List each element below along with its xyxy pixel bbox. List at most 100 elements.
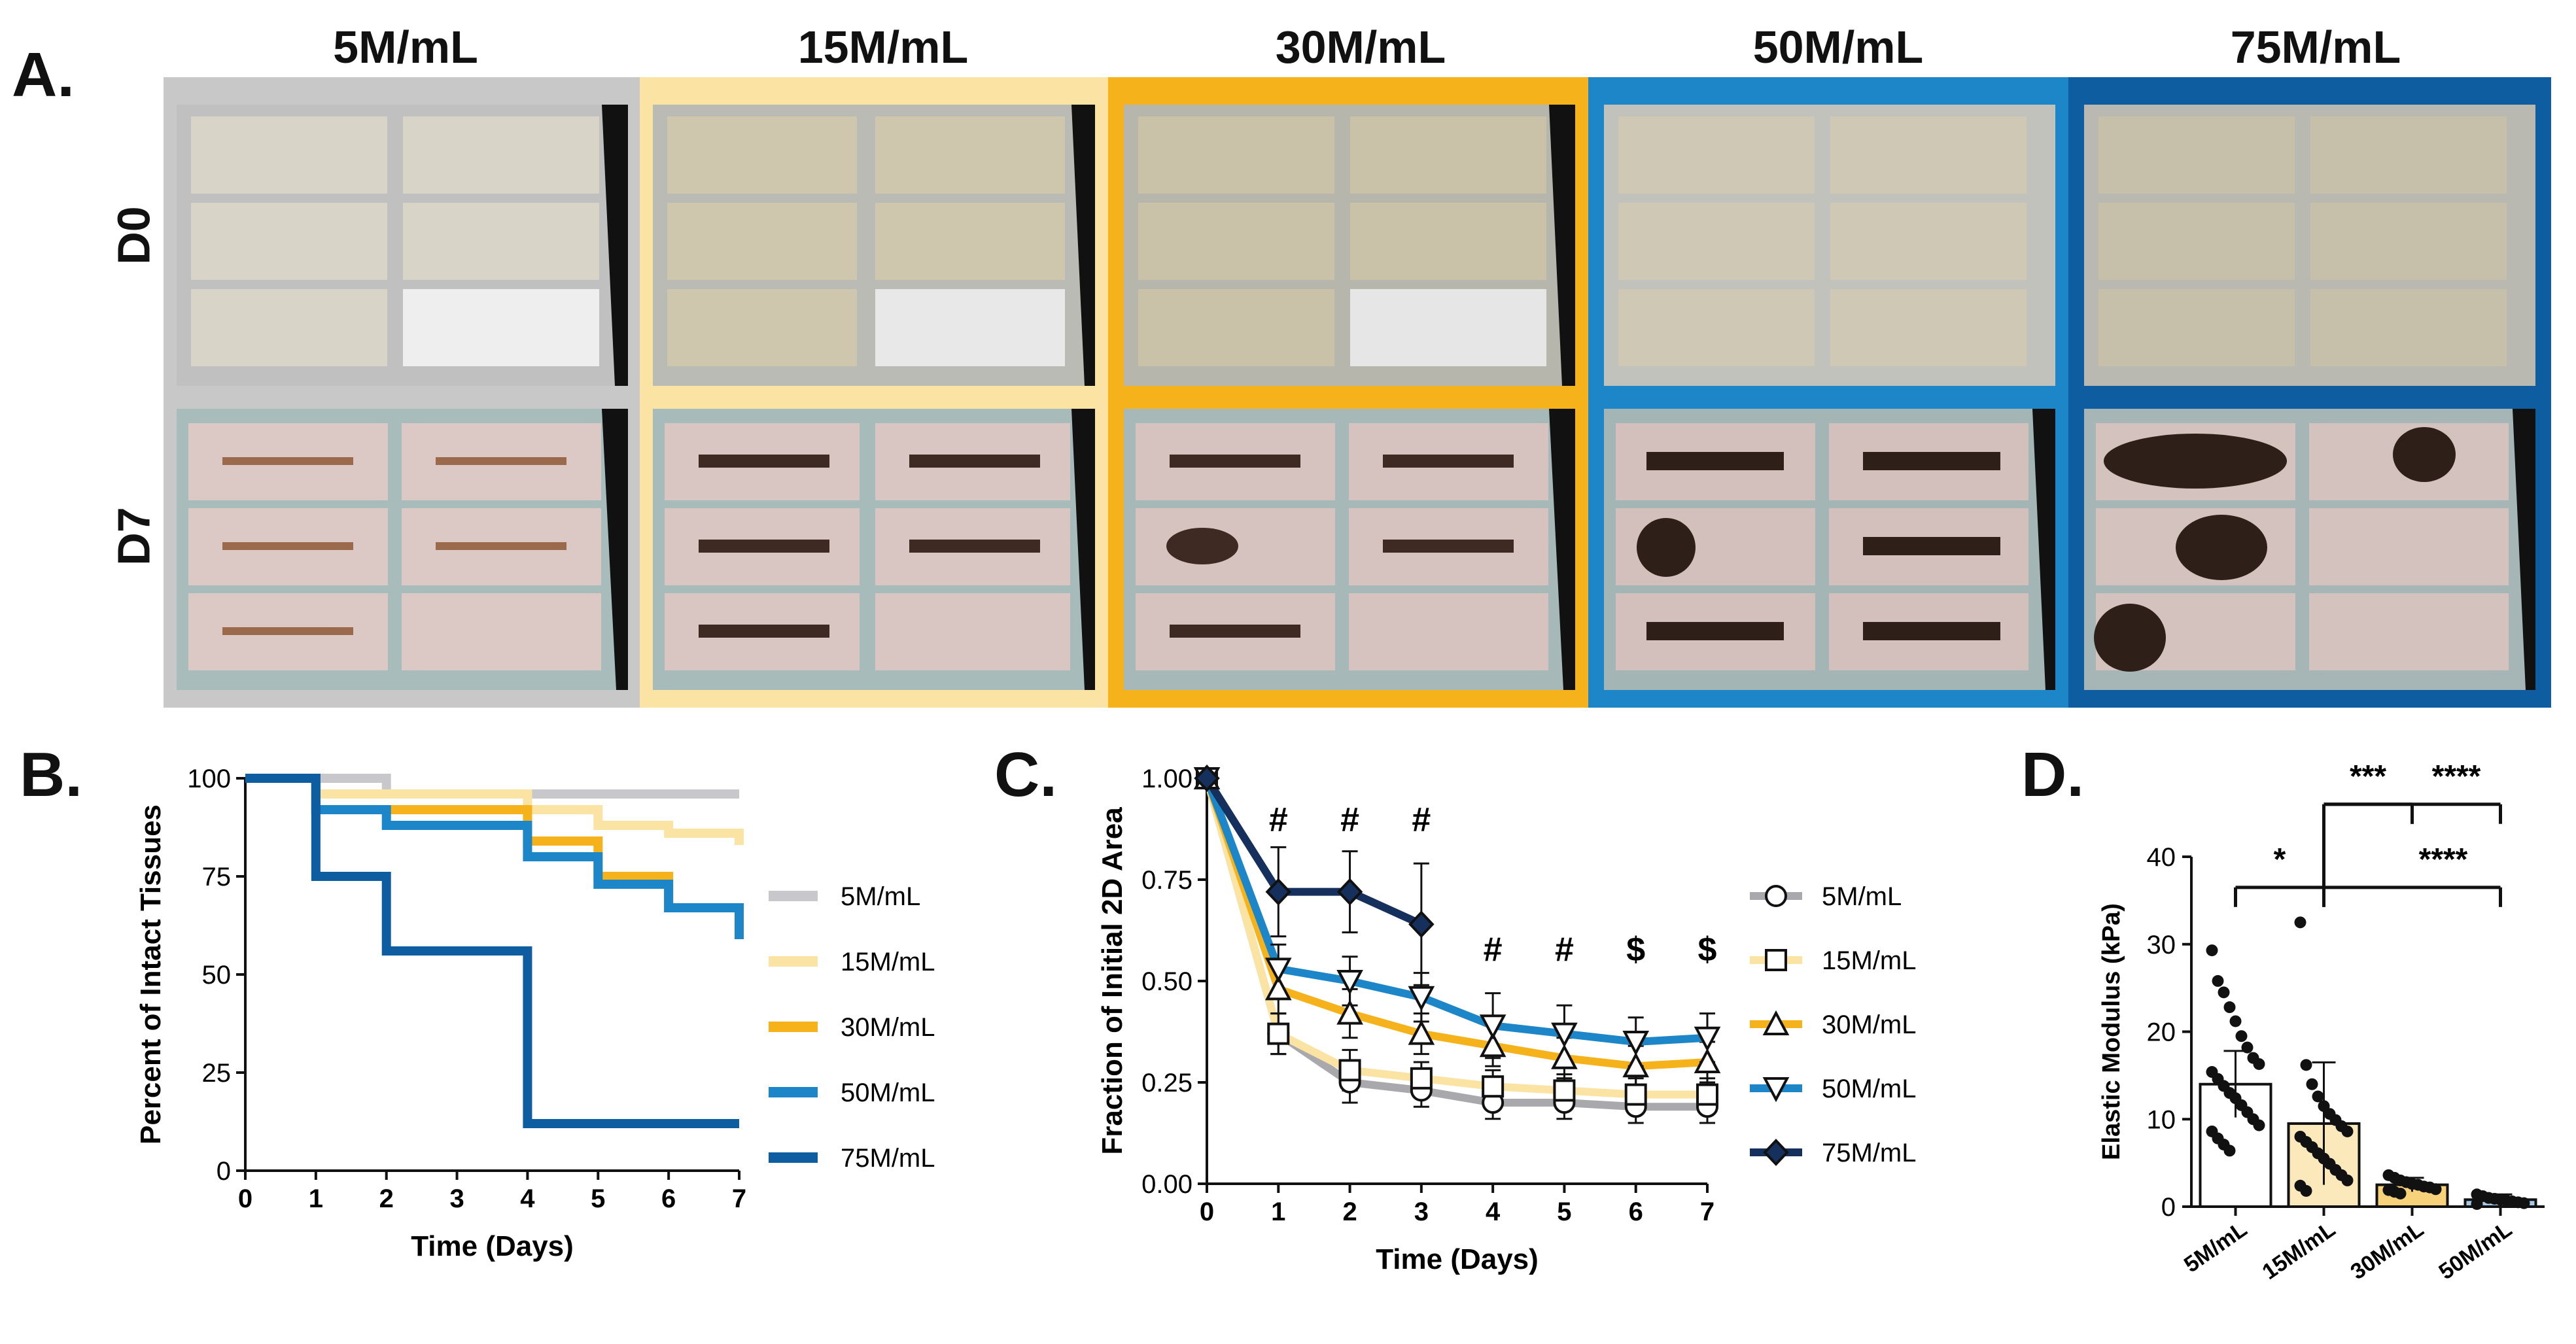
chart-c-y-tick-label: 1.00 xyxy=(1141,765,1192,793)
chart-b-x-tick-label: 0 xyxy=(238,1184,252,1213)
chart-d-data-point xyxy=(2294,916,2306,929)
chart-b-y-tick-label: 0 xyxy=(217,1157,231,1186)
chart-d-data-point xyxy=(2206,944,2218,957)
panel-b-label: B. xyxy=(20,740,82,810)
chart-c-point xyxy=(1479,1031,1506,1058)
chart-c-x-tick-label: 6 xyxy=(1629,1198,1643,1226)
row-label-d0: D0 xyxy=(108,206,160,265)
chart-c-point xyxy=(1694,1048,1721,1073)
chart-c-annotation: $ xyxy=(1698,931,1717,969)
chart-d-data-point xyxy=(2212,974,2224,987)
chart-c-point xyxy=(1336,878,1363,906)
photo-d0-5m xyxy=(177,105,628,386)
chart-b-y-tick-label: 25 xyxy=(202,1059,232,1088)
chart-c-annotation: # xyxy=(1555,931,1574,969)
chart-c-point xyxy=(1265,878,1292,906)
chart-c-point xyxy=(1624,1083,1647,1106)
chart-c-legend-label: 5M/mL xyxy=(1822,882,1902,911)
chart-b-x-tick-label: 3 xyxy=(449,1184,464,1213)
chart-d-data-point xyxy=(2253,1058,2265,1070)
photo-d7-30m xyxy=(1124,409,1575,690)
chart-b-x-tick-label: 7 xyxy=(732,1184,746,1213)
chart-d-data-point xyxy=(2223,1001,2236,1014)
chart-d-data-point xyxy=(2223,1145,2236,1157)
chart-d-y-tick-label: 10 xyxy=(2147,1105,2176,1134)
chart-d-x-tick-label: 50M/mL xyxy=(2435,1216,2516,1284)
chart-b-x-tick-label: 2 xyxy=(379,1184,394,1213)
chart-c-point xyxy=(1336,999,1363,1025)
chart-c-point xyxy=(1622,1031,1650,1056)
chart-c-y-tick-label: 0.50 xyxy=(1141,967,1192,996)
chart-d-data-point xyxy=(2235,1030,2248,1042)
chart-c-legend-marker xyxy=(1765,885,1787,907)
chart-d-sig-label: *** xyxy=(2350,759,2386,794)
chart-c-point xyxy=(1479,1014,1506,1040)
panel-a-label: A. xyxy=(12,40,75,110)
chart-c-series-line-3 xyxy=(1203,776,1708,1046)
chart-c-annotation: # xyxy=(1484,931,1503,969)
chart-c-x-tick-label: 5 xyxy=(1557,1198,1571,1226)
chart-d-data-point xyxy=(2394,1187,2407,1199)
chart-d-modulus: 0 10 20 30 40 Elastic Modulus (kPa) 5M/mL 15M/m… xyxy=(2098,759,2545,1284)
chart-b-y-axis-label: Percent of Intact Tissues xyxy=(135,804,167,1145)
chart-b-survival: 0 25 50 75 100 0 1 2 3 4 5 6 7 Time (Days) Percent of … xyxy=(135,765,935,1262)
photo-d7-50m xyxy=(1604,409,2055,690)
chart-c-point xyxy=(1622,1052,1650,1078)
chart-d-data-point xyxy=(2306,1078,2318,1090)
chart-c-legend-marker xyxy=(1762,1077,1790,1103)
chart-d-y-tick-label: 30 xyxy=(2147,931,2176,959)
column-title-50m: 50M/mL xyxy=(1752,22,1924,73)
chart-c-annotation: # xyxy=(1269,801,1288,839)
chart-d-data-point xyxy=(2518,1197,2530,1209)
chart-d-data-point xyxy=(2341,1174,2354,1186)
chart-d-y-axis-label: Elastic Modulus (kPa) xyxy=(2098,903,2125,1160)
chart-d-y-tick-label: 20 xyxy=(2147,1018,2176,1047)
chart-b-series-line-4 xyxy=(245,774,739,1128)
photo-d7-15m xyxy=(653,409,1095,690)
chart-c-point xyxy=(1408,1020,1435,1045)
chart-d-sig-label: * xyxy=(2274,842,2286,877)
chart-c-y-axis-label: Fraction of Initial 2D Area xyxy=(1096,807,1128,1155)
chart-c-area: 0.00 0.25 0.50 0.75 1.00 0 1 2 3 4 5 6 7 Time (Days) F… xyxy=(1096,764,1917,1275)
chart-c-point xyxy=(1338,1059,1361,1082)
chart-d-data-point xyxy=(2471,1198,2483,1210)
chart-c-x-tick-label: 2 xyxy=(1342,1198,1357,1226)
chart-b-y-tick-label: 50 xyxy=(202,961,232,990)
chart-d-y-tick-label: 40 xyxy=(2147,843,2176,872)
chart-c-point xyxy=(1553,1079,1576,1102)
chart-c-y-tick-label: 0.00 xyxy=(1141,1170,1192,1199)
chart-c-y-tick-label: 0.75 xyxy=(1141,866,1192,895)
chart-c-x-tick-label: 1 xyxy=(1271,1198,1285,1226)
chart-c-point xyxy=(1408,910,1435,939)
chart-d-data-point xyxy=(2341,1125,2354,1137)
chart-d-data-point xyxy=(2312,1090,2324,1103)
photo-d0-15m xyxy=(653,105,1095,386)
chart-c-x-axis-label: Time (Days) xyxy=(1376,1243,1539,1275)
chart-d-sig-label: **** xyxy=(2432,759,2481,794)
chart-b-legend-label: 30M/mL xyxy=(841,1013,935,1042)
chart-c-point xyxy=(1551,1044,1578,1069)
chart-b-legend-label: 50M/mL xyxy=(841,1078,935,1107)
chart-c-legend-label: 75M/mL xyxy=(1822,1139,1917,1167)
chart-c-point xyxy=(1482,1075,1505,1098)
chart-c-x-tick-label: 0 xyxy=(1200,1198,1214,1226)
photo-d7-5m xyxy=(177,409,628,690)
chart-d-sig-label: **** xyxy=(2419,842,2468,877)
chart-c-legend-label: 30M/mL xyxy=(1822,1010,1917,1039)
chart-c-x-tick-label: 4 xyxy=(1486,1198,1501,1226)
chart-b-y-tick-label: 75 xyxy=(202,863,232,891)
chart-c-point xyxy=(1264,957,1292,983)
chart-c-annotation: # xyxy=(1412,801,1431,839)
chart-c-point xyxy=(1694,1026,1721,1052)
row-label-d7: D7 xyxy=(108,507,160,566)
chart-c-series-line-4 xyxy=(1203,776,1423,928)
chart-d-x-tick-label: 15M/mL xyxy=(2258,1216,2340,1284)
chart-c-legend-marker xyxy=(1765,949,1787,971)
chart-d-x-tick-label: 5M/mL xyxy=(2180,1216,2252,1277)
chart-b-x-axis-label: Time (Days) xyxy=(411,1230,574,1262)
chart-c-legend-marker xyxy=(1763,1139,1789,1166)
chart-c-series-line-1 xyxy=(1203,777,1707,1099)
photo-d0-75m xyxy=(2084,105,2535,386)
panel-d-label: D. xyxy=(2021,740,2084,810)
chart-d-data-point xyxy=(2253,1119,2265,1131)
